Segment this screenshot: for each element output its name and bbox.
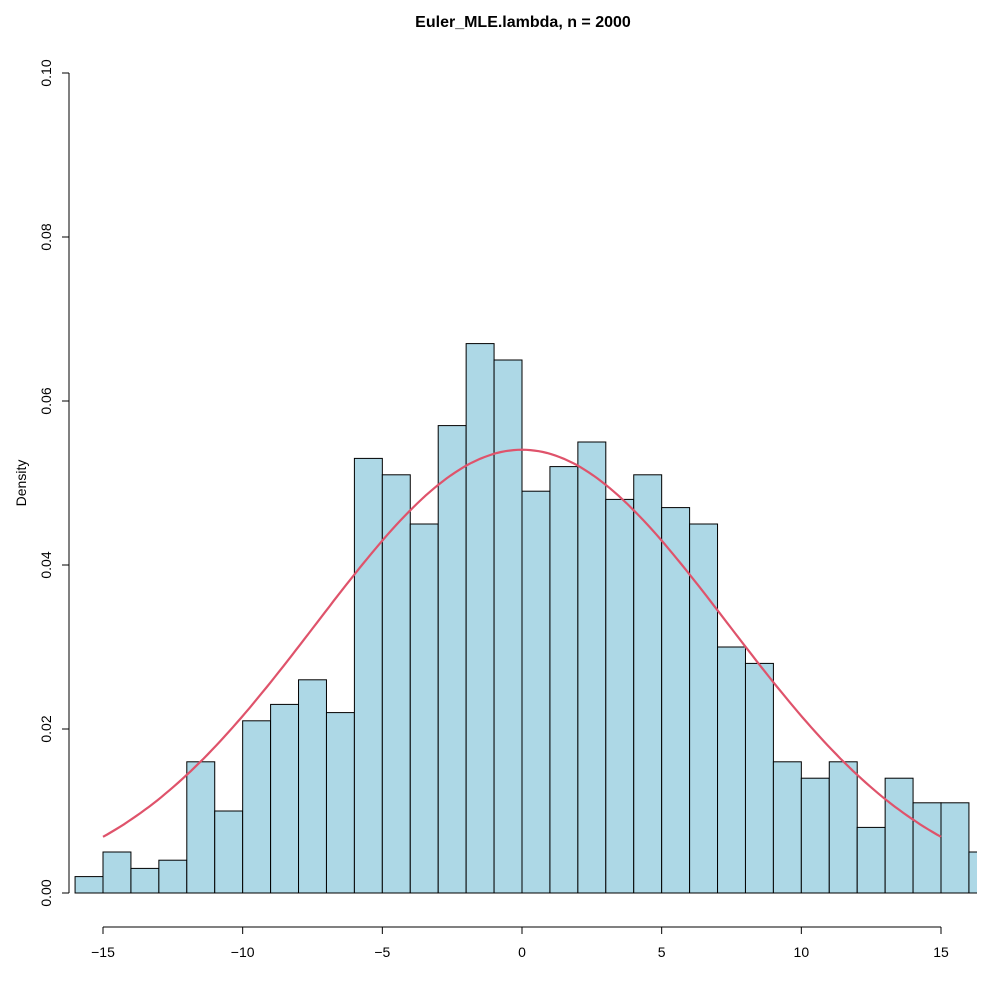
histogram-bar [717,646,746,894]
histogram-bar [772,761,802,894]
x-tick-label: 15 [933,944,949,960]
y-tick-label: 0.04 [38,551,54,578]
normal-density-curve [102,448,942,838]
histogram-bar [102,851,132,894]
histogram-bar [325,712,355,894]
histogram-bar [968,851,977,894]
histogram-bar [270,703,300,894]
histogram-bar [633,474,663,894]
histogram-bar [912,802,942,894]
histogram-bar [689,523,719,894]
histogram-bar [661,507,691,894]
x-tick-label: 0 [518,944,526,960]
histogram-bar [549,466,579,894]
histogram-bar [242,720,272,894]
histogram-bar [409,523,439,894]
histogram-bar [465,343,495,894]
x-tick-label: 10 [794,944,810,960]
y-tick-label: 0.08 [38,223,54,250]
y-axis: 0.00 0.02 0.04 0.06 0.08 0.10 [38,59,70,907]
histogram-bar [298,679,327,894]
bars-group [74,343,977,894]
x-tick-label: −15 [91,944,115,960]
histogram-bar [74,876,104,894]
y-tick-label: 0.06 [38,387,54,414]
y-axis-label: Density [13,460,29,507]
x-tick-label: −5 [374,944,390,960]
histogram-bar [605,498,635,894]
histogram-bar [744,662,774,894]
histogram-bar [940,802,970,894]
histogram-bar [214,810,244,894]
y-tick-label: 0.00 [38,879,54,906]
histogram-bar [437,425,467,894]
chart-title: Euler_MLE.lambda, n = 2000 [415,14,631,31]
histogram-bar [353,457,383,894]
histogram-bar [381,474,411,894]
histogram-bar [828,761,858,894]
histogram-bar [158,859,188,894]
histogram-bar [856,826,886,894]
histogram-bar [186,761,216,894]
x-tick-label: −10 [231,944,255,960]
histogram-bar [800,777,830,894]
y-tick-label: 0.10 [38,59,54,86]
histogram-bar [884,777,914,894]
histogram-bar [521,490,551,894]
y-tick-label: 0.02 [38,715,54,742]
x-tick-label: 5 [658,944,666,960]
histogram-bar [577,441,607,894]
x-axis: −15 −10 −5 0 5 10 15 [91,926,949,960]
histogram-bar [493,359,523,894]
histogram-bar [130,867,160,894]
